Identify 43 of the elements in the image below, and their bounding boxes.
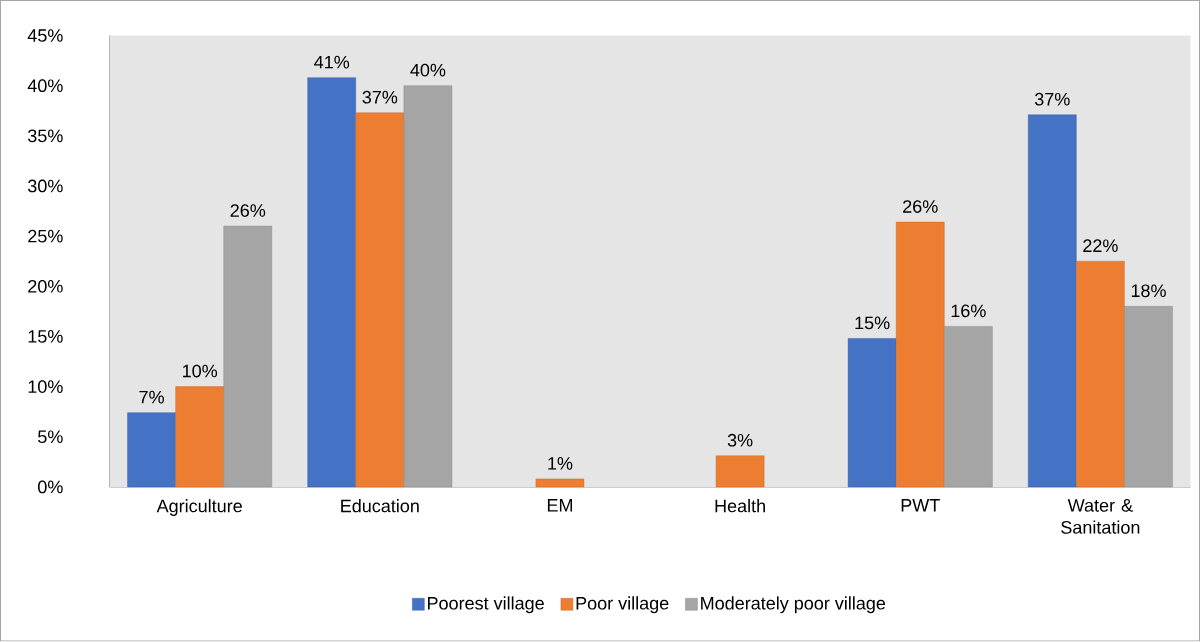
x-tick-label: Health xyxy=(715,499,765,513)
data-label: 1% xyxy=(548,457,573,470)
data-label: 15% xyxy=(855,316,890,330)
bar xyxy=(847,338,897,488)
y-tick-label: 30% xyxy=(27,179,63,193)
data-label: 37% xyxy=(362,91,398,104)
data-label: 22% xyxy=(1083,239,1118,253)
data-label: 16% xyxy=(951,304,986,318)
x-tick-label: EM xyxy=(547,499,572,512)
x-tick-label: Education xyxy=(341,499,419,513)
bar xyxy=(535,478,585,488)
bar xyxy=(715,455,765,488)
bar xyxy=(307,77,356,488)
bar xyxy=(1076,261,1125,488)
x-tick-label: Agriculture xyxy=(156,499,242,517)
legend-label: Moderately poor village xyxy=(701,596,886,614)
bar xyxy=(1028,114,1077,488)
x-tick-label: Water & Sanitation xyxy=(1061,499,1140,534)
data-label: 41% xyxy=(314,56,350,69)
data-label: 7% xyxy=(139,391,164,404)
y-tick-label: 40% xyxy=(27,79,63,93)
x-tick-label: PWT xyxy=(901,499,940,512)
legend-label: Poor village xyxy=(576,596,669,614)
y-tick-label: 35% xyxy=(27,129,63,143)
y-tick-label: 20% xyxy=(28,280,63,293)
bar xyxy=(895,222,945,488)
data-label: 40% xyxy=(410,63,446,77)
y-tick-label: 15% xyxy=(28,330,63,344)
bar xyxy=(127,412,176,488)
data-label: 26% xyxy=(230,204,266,218)
data-label: 18% xyxy=(1131,284,1166,298)
y-tick-label: 5% xyxy=(38,430,63,444)
data-label: 10% xyxy=(183,364,218,378)
data-label: 3% xyxy=(727,434,753,447)
bar xyxy=(175,386,224,488)
legend-label: Poorest village xyxy=(428,596,544,614)
y-tick-label: 45% xyxy=(27,29,63,43)
y-tick-label: 25% xyxy=(28,229,63,243)
y-tick-label: 0% xyxy=(38,480,63,494)
data-label: 37% xyxy=(1034,93,1070,106)
y-tick-label: 10% xyxy=(28,380,63,394)
bar xyxy=(355,112,405,488)
data-label: 26% xyxy=(903,200,938,214)
